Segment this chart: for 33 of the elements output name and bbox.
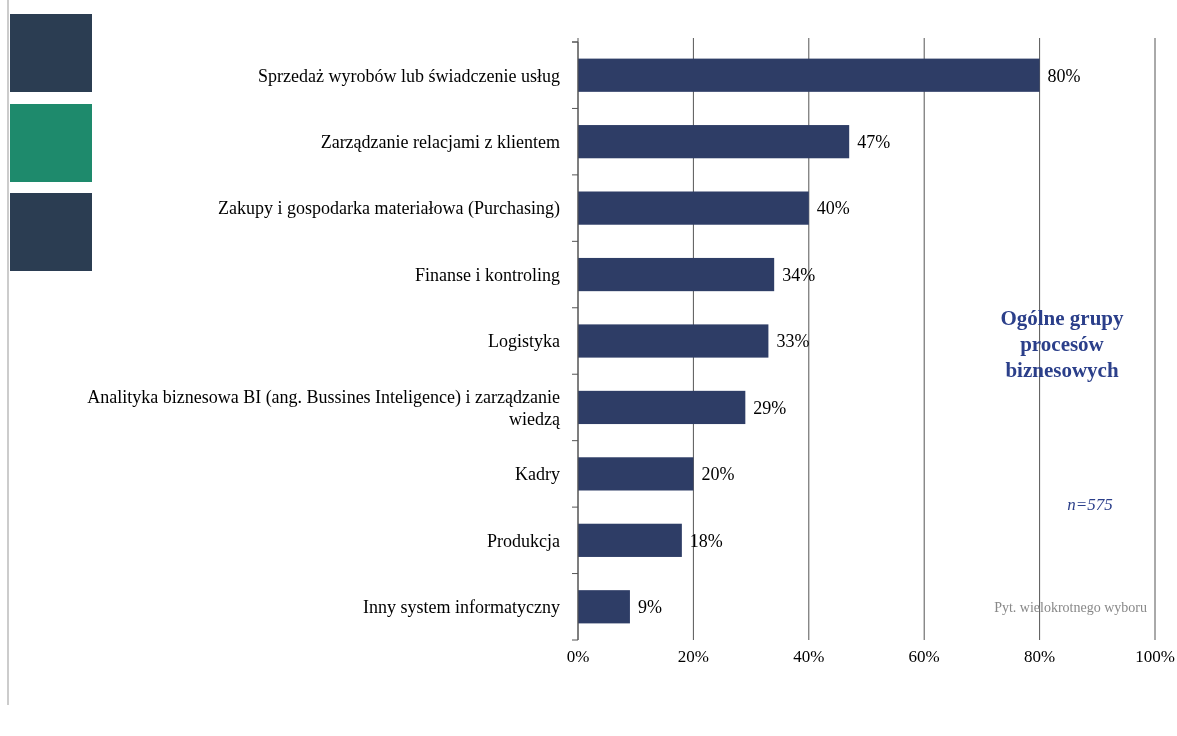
data-label: 33% <box>776 331 810 352</box>
annotation: n=575 <box>1067 495 1113 514</box>
data-label: 34% <box>782 264 816 285</box>
bar <box>578 191 809 225</box>
data-label: 80% <box>1047 65 1081 86</box>
y-tick-label: Inny system informatyczny <box>363 597 560 618</box>
data-label: 40% <box>816 198 850 219</box>
bar <box>578 457 694 491</box>
y-tick-label: Finanse i kontroling <box>415 264 560 285</box>
data-label: 47% <box>857 131 891 152</box>
x-tick-label: 100% <box>1135 647 1175 666</box>
data-label: 20% <box>701 464 735 485</box>
bar <box>578 324 769 358</box>
x-tick-label: 40% <box>793 647 825 666</box>
y-tick-label: Kadry <box>515 464 560 485</box>
data-label: 9% <box>637 597 662 618</box>
bar <box>578 390 746 425</box>
x-tick-label: 20% <box>677 647 709 666</box>
data-label: 29% <box>753 397 787 418</box>
y-tick-label: Zarządzanie relacjami z klientem <box>320 131 560 152</box>
bar <box>578 125 850 159</box>
bar <box>578 257 775 292</box>
bar <box>578 523 682 557</box>
x-tick-label: 0% <box>566 647 590 666</box>
y-tick-label: Logistyka <box>488 331 560 352</box>
y-tick-label: Zakupy i gospodarka materiałowa (Purchasing) <box>218 198 560 220</box>
y-tick-label: Sprzedaż wyrobów lub świadczenie usług <box>258 65 560 86</box>
x-tick-label: 80% <box>1024 647 1056 666</box>
bar <box>578 58 1040 92</box>
x-tick-label: 60% <box>908 647 940 666</box>
y-tick-label: Produkcja <box>487 530 561 551</box>
y-tick-label: Analityka biznesowa BI (ang. Bussines Inteligence) i zarządzanie wiedzą <box>87 386 562 429</box>
bar <box>578 590 630 624</box>
